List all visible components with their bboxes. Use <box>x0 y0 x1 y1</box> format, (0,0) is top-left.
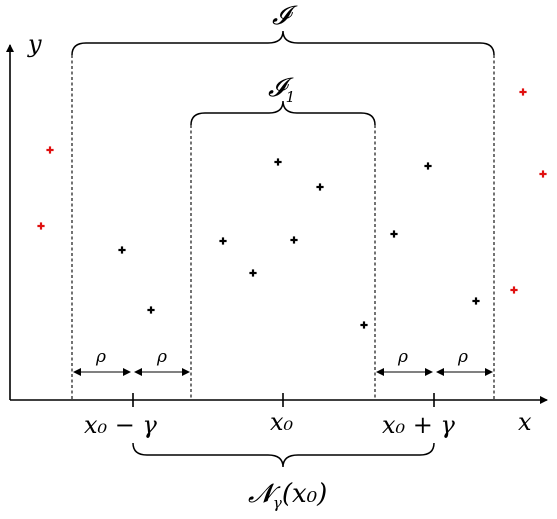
data-point-inside-10 <box>424 162 432 170</box>
data-point-inside-3 <box>219 237 227 245</box>
data-point-inside-6 <box>290 236 298 244</box>
data-point-outside-3 <box>519 88 527 96</box>
rho-label-1: ρ <box>95 347 106 367</box>
data-point-outside-5 <box>510 286 518 294</box>
neighborhood-label: 𝓝γ(x₀) <box>248 479 327 512</box>
rho-label-3: ρ <box>397 347 408 367</box>
x-axis-label: x <box>518 408 532 436</box>
outer-interval-brace <box>71 30 495 56</box>
data-point-outside-2 <box>37 222 45 230</box>
data-point-inside-8 <box>360 321 368 329</box>
data-point-inside-7 <box>316 183 324 191</box>
points-layer <box>37 88 547 329</box>
data-point-inside-2 <box>147 306 155 314</box>
data-point-outside-4 <box>539 170 547 178</box>
data-point-inside-4 <box>249 269 257 277</box>
data-point-inside-11 <box>472 297 480 305</box>
outer-interval-label: 𝓘 <box>272 1 298 31</box>
data-point-inside-9 <box>390 230 398 238</box>
inner-interval-brace <box>190 100 376 126</box>
tick-label-left: x₀ − γ <box>84 411 158 439</box>
data-point-inside-1 <box>118 246 126 254</box>
neighborhood-brace <box>132 442 435 468</box>
y-axis-label: y <box>27 30 42 58</box>
rho-label-2: ρ <box>156 347 167 367</box>
inner-interval-label: 𝓘1 <box>268 73 295 106</box>
data-point-inside-5 <box>274 158 282 166</box>
tick-label-center: x₀ <box>270 408 294 436</box>
rho-label-4: ρ <box>457 347 468 367</box>
data-point-outside-1 <box>46 146 54 154</box>
tick-label-right: x₀ + γ <box>382 411 456 439</box>
